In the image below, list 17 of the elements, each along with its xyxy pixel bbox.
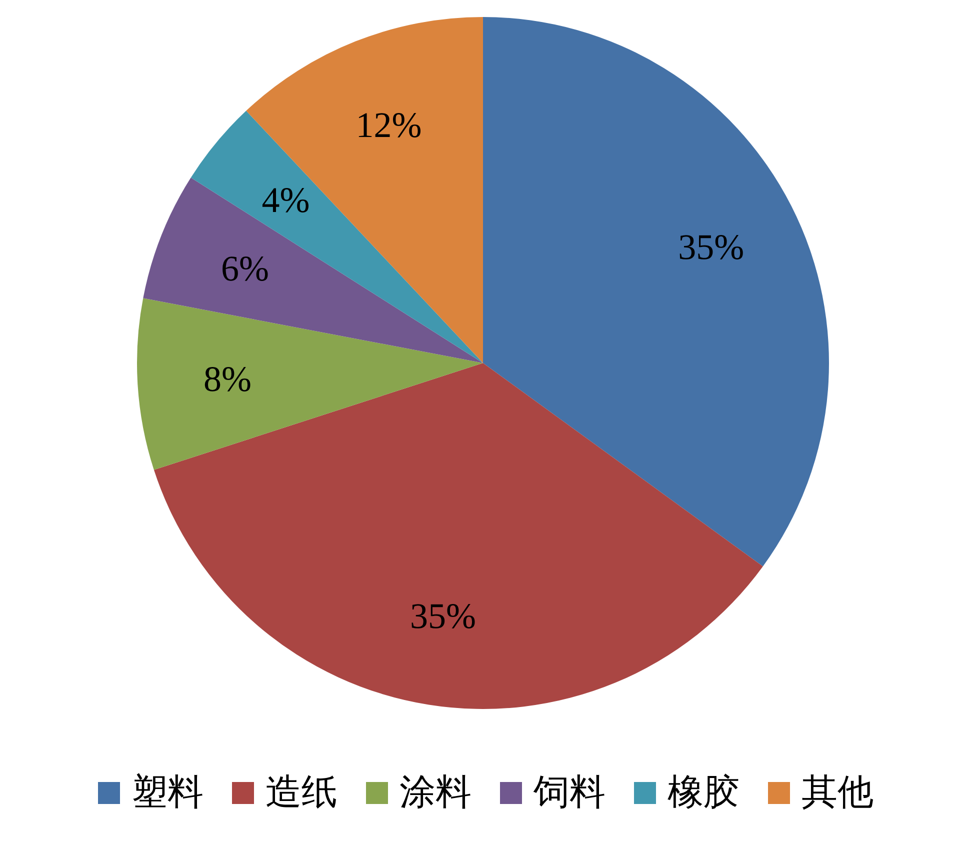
data-label: 6% xyxy=(220,248,269,289)
data-label: 35% xyxy=(410,596,476,636)
legend-label: 橡胶 xyxy=(668,771,740,815)
data-label: 35% xyxy=(678,226,744,267)
data-label: 4% xyxy=(262,180,310,220)
pie-slice xyxy=(154,363,763,709)
pie-slice xyxy=(138,298,483,470)
legend-label: 造纸 xyxy=(266,771,338,815)
legend-label: 饲料 xyxy=(534,771,606,815)
pie-slice xyxy=(483,17,829,566)
legend-label: 涂料 xyxy=(400,771,472,815)
legend-label: 其他 xyxy=(802,771,874,815)
pie-slice xyxy=(190,110,483,363)
data-label: 12% xyxy=(356,104,422,145)
data-label: 8% xyxy=(203,359,252,400)
pie-slice xyxy=(143,178,483,363)
legend-label: 塑料 xyxy=(132,771,204,815)
